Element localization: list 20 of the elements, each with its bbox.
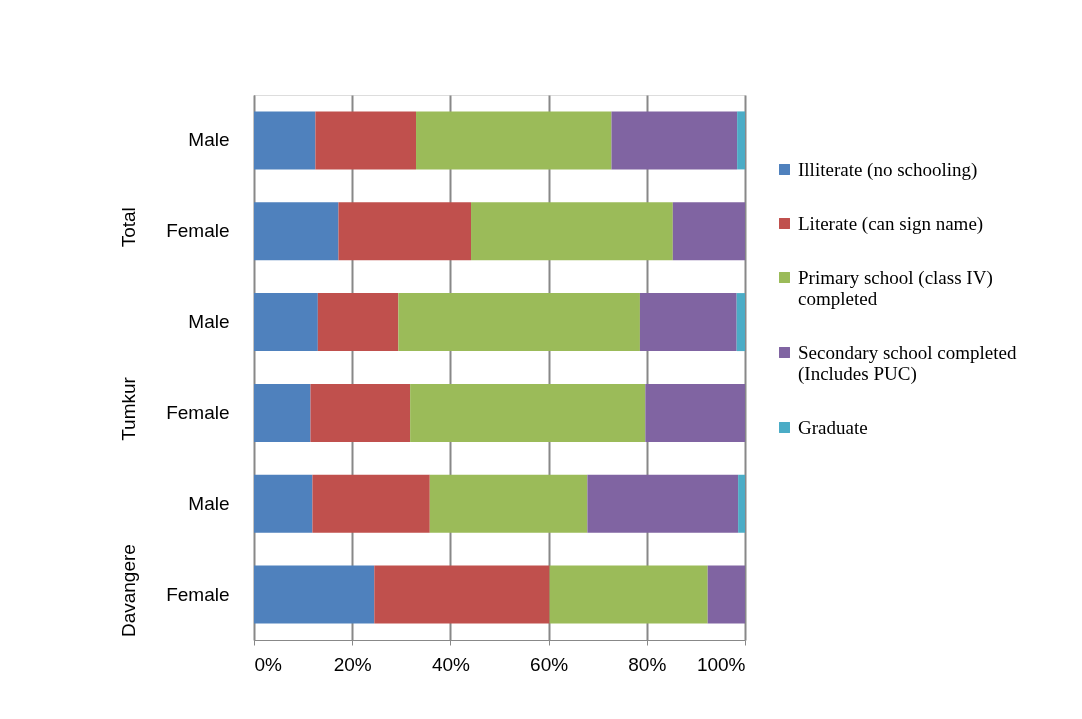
text: Tumkur — [118, 376, 139, 441]
legend-label: Illiterate (no schooling) — [798, 158, 978, 181]
y-tick-label: Male — [188, 129, 230, 151]
legend-label: Graduate — [798, 416, 868, 438]
text: Total — [118, 207, 139, 248]
legend-label: Literate (can sign name) — [798, 212, 984, 235]
legend-label: Secondary school completed (Includes PUC) — [798, 341, 1017, 385]
legend-label: Primary school (class IV) completed — [798, 266, 993, 309]
text: Davangere — [118, 544, 139, 638]
x-tick-label: 80% — [628, 653, 667, 675]
y-tick-label: Male — [188, 311, 230, 333]
y-tick-label: Male — [188, 492, 230, 514]
y-tick-label: Female — [166, 583, 230, 605]
y-tick-label: Female — [166, 401, 230, 423]
x-tick-label: 20% — [333, 653, 372, 675]
x-tick-label: 60% — [530, 653, 569, 675]
x-tick-label: 100% — [696, 653, 746, 675]
y-tick-label: Female — [166, 220, 230, 242]
x-tick-label: 40% — [431, 653, 471, 675]
x-tick-label: 0% — [254, 653, 283, 675]
